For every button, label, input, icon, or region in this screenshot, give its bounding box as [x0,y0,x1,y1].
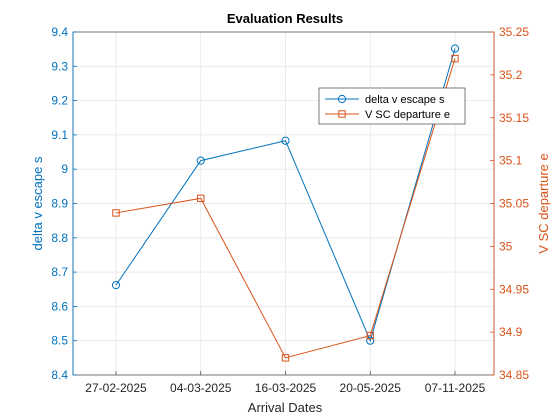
y-right-tick-label: 35 [499,239,513,253]
series-2-point [112,209,120,217]
x-tick-label: 20-05-2025 [340,381,402,395]
legend: delta v escape s V SC departure e [318,87,466,125]
series-1-point [450,44,460,53]
y-right-tick-label: 35.05 [499,197,529,211]
y-left-tick-label: 9.3 [51,59,68,73]
y-left-tick-label: 9.4 [51,25,68,39]
y-left-tick-label: 8.5 [51,334,68,348]
chart-title: Evaluation Results [227,11,343,26]
x-axis-label: Arrival Dates [248,400,323,415]
y-right-tick-label: 34.95 [499,282,529,296]
series-2-point [197,194,205,203]
x-tick-label: 04-03-2025 [170,381,232,395]
y-right-tick-label: 35.1 [499,154,523,168]
legend-entry-label: V SC departure e [365,109,450,121]
y-right-tick-label: 35.25 [499,25,529,39]
y-left-tick-label: 8.4 [51,368,68,382]
series-1-point [366,336,375,345]
y-right-tick-label: 34.85 [499,368,529,382]
series-2-point [366,331,374,340]
y-axis-right-label: V SC departure e [536,153,551,253]
series-layer [111,44,460,362]
series-line-2 [115,58,456,359]
grid-lines [73,31,494,376]
series-1-point [196,156,205,165]
y-left-tick-label: 8.8 [51,231,68,245]
legend-marker-circle [337,94,347,104]
y-axis-right: 34.85 34.9 34.95 35 35.05 35.1 35.15 35.2 35.25 [490,25,529,382]
series-2-point [281,354,290,362]
x-tick-label: 27-02-2025 [85,381,147,395]
x-tick-label: 07-11-2025 [425,381,486,395]
y-left-tick-label: 9.1 [51,128,68,142]
y-left-tick-label: 9 [61,162,68,176]
y-left-tick-label: 8.7 [51,265,68,279]
legend-entry-label: delta v escape s [365,94,445,106]
y-right-tick-label: 35.2 [499,68,523,82]
y-left-tick-label: 8.6 [51,299,68,313]
series-1-point [111,281,121,290]
x-axis: 27-02-2025 04-03-2025 16-03-2025 20-05-2025… [85,371,486,395]
y-axis-left-label: delta v escape s [30,156,45,250]
x-tick-label: 16-03-2025 [255,381,317,395]
series-1-point [281,136,290,145]
legend-marker-square [338,110,346,118]
legend-box [318,87,466,125]
y-left-tick-label: 8.9 [51,197,68,211]
y-left-tick-label: 9.2 [51,94,68,108]
y-axis-left: 8.4 8.5 8.6 8.7 8.8 8.9 9 9.1 9.2 9.3 9.4 [51,25,77,382]
series-2-point [451,54,459,63]
y-right-tick-label: 35.15 [499,111,529,125]
y-right-tick-label: 34.9 [499,325,523,339]
